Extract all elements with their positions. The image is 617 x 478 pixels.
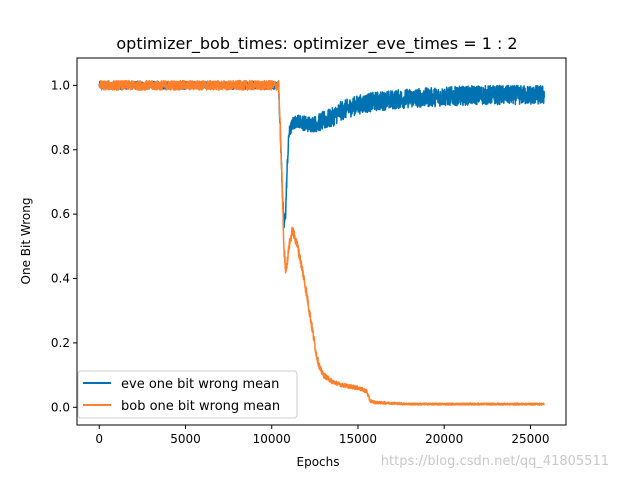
x-tick-label: 5000	[170, 432, 201, 446]
x-tick-label: 15000	[339, 432, 377, 446]
y-axis-label: One Bit Wrong	[19, 198, 33, 285]
series-line-bob	[98, 79, 545, 406]
y-tick-label: 0.0	[51, 400, 70, 414]
watermark-text: https://blog.csdn.net/qq_41805511	[381, 454, 609, 469]
y-axis-ticks: 0.0 0.2 0.4 0.6 0.8 1.0	[51, 78, 77, 414]
y-tick-label: 0.8	[51, 143, 70, 157]
y-tick-label: 1.0	[51, 78, 70, 92]
y-tick-label: 0.4	[51, 272, 70, 286]
x-axis-ticks: 0 5000 10000 15000 20000 25000	[95, 425, 550, 446]
legend-label-eve: eve one bit wrong mean	[121, 377, 279, 392]
y-tick-label: 0.6	[51, 207, 70, 221]
y-tick-label: 0.2	[51, 336, 70, 350]
x-tick-label: 20000	[425, 432, 463, 446]
x-tick-label: 0	[95, 432, 103, 446]
plot-frame	[76, 57, 567, 426]
legend-label-bob: bob one bit wrong mean	[121, 399, 280, 414]
x-tick-label: 25000	[511, 432, 549, 446]
x-tick-label: 10000	[253, 432, 291, 446]
legend-box	[77, 370, 298, 419]
plot-lines	[98, 79, 546, 406]
x-axis-label: Epochs	[297, 455, 340, 469]
chart-title: optimizer_bob_times: optimizer_eve_times…	[116, 34, 517, 54]
legend: eve one bit wrong mean bob one bit wrong…	[77, 370, 298, 419]
